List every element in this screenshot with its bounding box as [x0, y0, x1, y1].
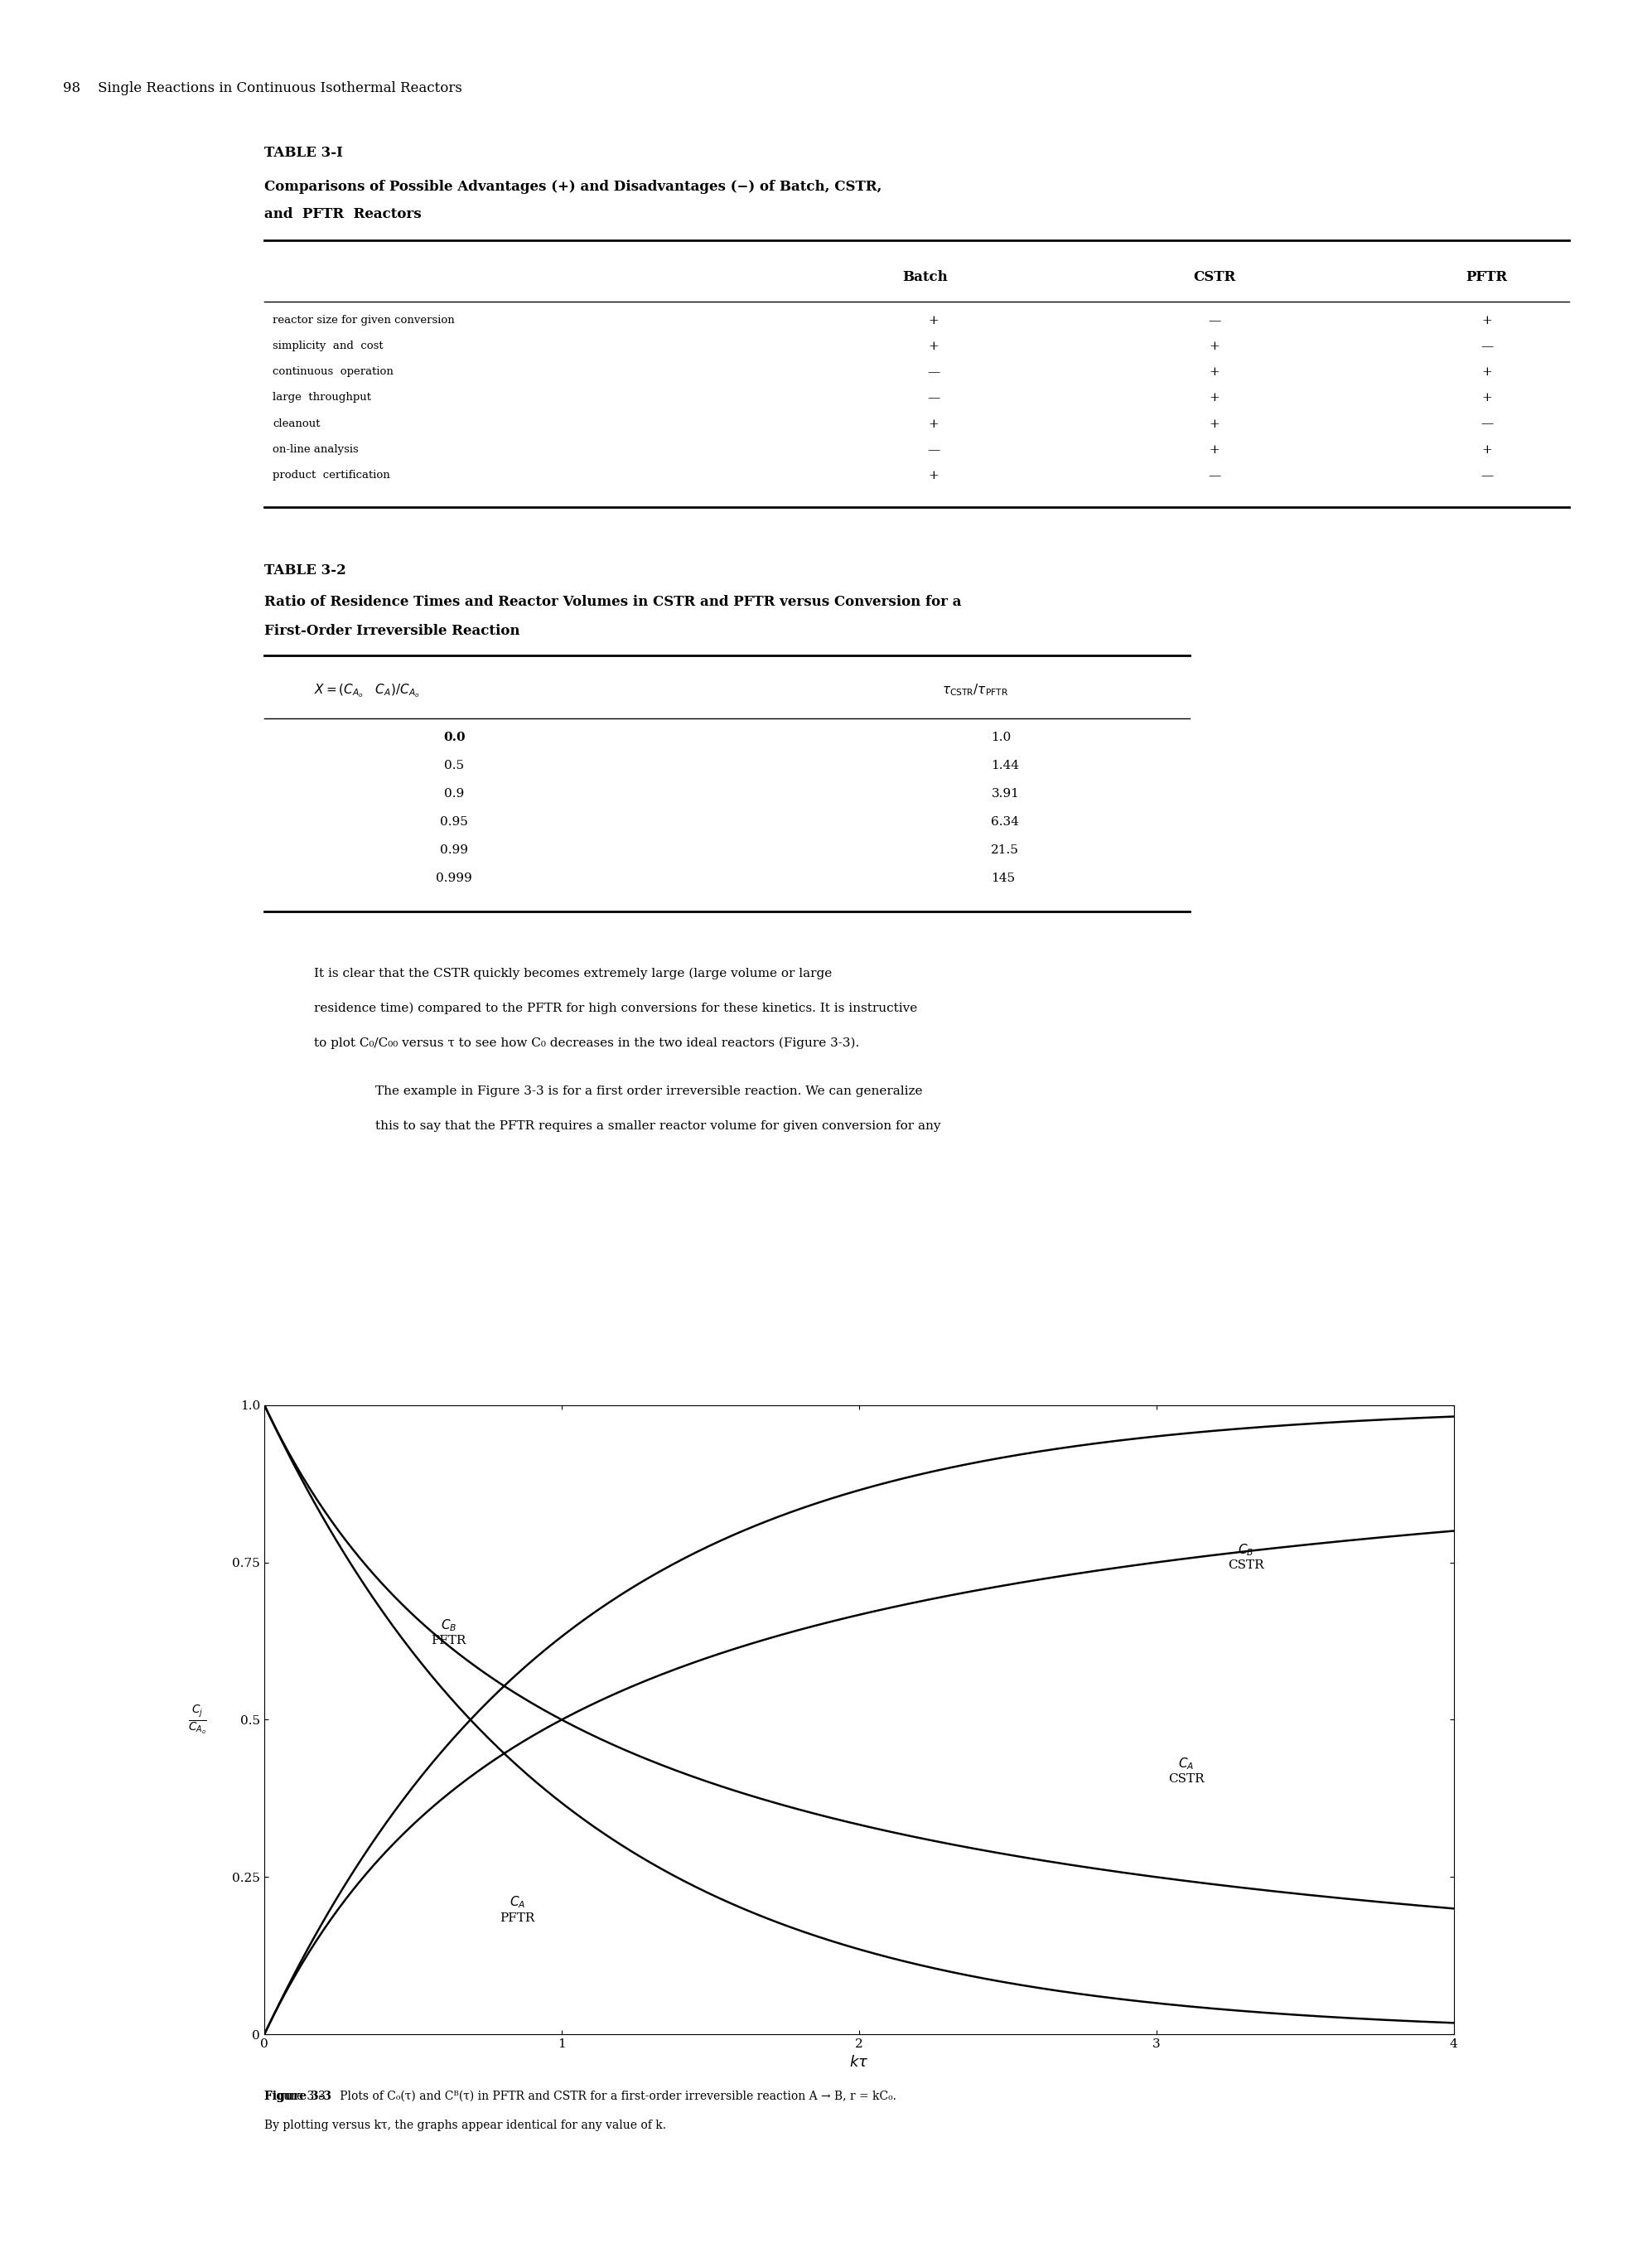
Text: +: + [928, 315, 938, 326]
Text: residence time) compared to the PFTR for high conversions for these kinetics. It: residence time) compared to the PFTR for… [314, 1003, 917, 1014]
Text: 3.91: 3.91 [991, 789, 1019, 800]
Text: —: — [1208, 315, 1221, 326]
Text: to plot C₀/C₀₀ versus τ to see how C₀ decreases in the two ideal reactors (Figur: to plot C₀/C₀₀ versus τ to see how C₀ de… [314, 1039, 859, 1050]
Text: +: + [1482, 366, 1492, 378]
Text: +: + [1209, 391, 1219, 405]
Text: large  throughput: large throughput [273, 391, 372, 402]
Text: this to say that the PFTR requires a smaller reactor volume for given conversion: this to say that the PFTR requires a sma… [375, 1122, 940, 1133]
Text: 98    Single Reactions in Continuous Isothermal Reactors: 98 Single Reactions in Continuous Isothe… [63, 81, 463, 94]
Text: simplicity  and  cost: simplicity and cost [273, 339, 383, 351]
Text: +: + [1482, 391, 1492, 405]
Text: product  certification: product certification [273, 470, 390, 481]
Text: $X = (C_{A_o}\ \ \ C_A)/C_{A_o}$: $X = (C_{A_o}\ \ \ C_A)/C_{A_o}$ [314, 683, 420, 699]
Text: 0.0: 0.0 [443, 733, 466, 744]
Text: 0.99: 0.99 [439, 845, 469, 856]
X-axis label: $k\tau$: $k\tau$ [849, 2055, 869, 2070]
Text: —: — [927, 391, 940, 405]
Text: +: + [1209, 418, 1219, 429]
Text: +: + [928, 418, 938, 429]
Text: +: + [1209, 339, 1219, 353]
Text: Comparisons of Possible Advantages (+) and Disadvantages (−) of Batch, CSTR,: Comparisons of Possible Advantages (+) a… [264, 180, 882, 193]
Text: $C_A$
CSTR: $C_A$ CSTR [1168, 1756, 1204, 1785]
Text: +: + [1209, 445, 1219, 456]
Text: 6.34: 6.34 [991, 816, 1019, 827]
Text: 21.5: 21.5 [991, 845, 1019, 856]
Text: +: + [1482, 445, 1492, 456]
Text: 0.999: 0.999 [436, 872, 472, 883]
Text: —: — [927, 445, 940, 456]
Text: +: + [1482, 315, 1492, 326]
Text: —: — [1480, 418, 1493, 429]
Text: TABLE 3-I: TABLE 3-I [264, 146, 344, 160]
Text: Ratio of Residence Times and Reactor Volumes in CSTR and PFTR versus Conversion : Ratio of Residence Times and Reactor Vol… [264, 596, 961, 609]
Text: CSTR: CSTR [1193, 270, 1236, 283]
Text: +: + [1209, 366, 1219, 378]
Text: It is clear that the CSTR quickly becomes extremely large (large volume or large: It is clear that the CSTR quickly become… [314, 969, 833, 980]
Text: $C_A$
PFTR: $C_A$ PFTR [499, 1895, 535, 1924]
Text: 1.0: 1.0 [991, 733, 1011, 744]
Text: $C_B$
CSTR: $C_B$ CSTR [1227, 1542, 1264, 1571]
Text: TABLE 3-2: TABLE 3-2 [264, 564, 347, 578]
Text: +: + [928, 470, 938, 481]
Text: —: — [927, 366, 940, 378]
Text: Figure 3-3: Figure 3-3 [264, 2091, 332, 2102]
Text: Figure 3-3    Plots of C₀(τ) and Cᴮ(τ) in PFTR and CSTR for a first-order irreve: Figure 3-3 Plots of C₀(τ) and Cᴮ(τ) in P… [264, 2091, 897, 2102]
Text: cleanout: cleanout [273, 418, 320, 429]
Text: PFTR: PFTR [1465, 270, 1508, 283]
Text: 1.44: 1.44 [991, 760, 1019, 771]
Text: $C_B$
PFTR: $C_B$ PFTR [431, 1619, 466, 1648]
Text: First-Order Irreversible Reaction: First-Order Irreversible Reaction [264, 625, 520, 638]
Text: +: + [928, 339, 938, 353]
Text: reactor size for given conversion: reactor size for given conversion [273, 315, 454, 326]
Text: 0.9: 0.9 [444, 789, 464, 800]
Text: —: — [1480, 339, 1493, 353]
Text: continuous  operation: continuous operation [273, 366, 393, 378]
Text: The example in Figure 3-3 is for a first order irreversible reaction. We can gen: The example in Figure 3-3 is for a first… [375, 1086, 922, 1097]
Text: Batch: Batch [902, 270, 948, 283]
Y-axis label: $\frac{C_j}{C_{A_o}}$: $\frac{C_j}{C_{A_o}}$ [188, 1704, 206, 1735]
Text: 145: 145 [991, 872, 1016, 883]
Text: —: — [1208, 470, 1221, 481]
Text: By plotting versus kτ, the graphs appear identical for any value of k.: By plotting versus kτ, the graphs appear… [264, 2120, 666, 2131]
Text: $\tau_{\rm CSTR}/\tau_{\rm PFTR}$: $\tau_{\rm CSTR}/\tau_{\rm PFTR}$ [942, 683, 1008, 697]
Text: on-line analysis: on-line analysis [273, 445, 358, 454]
Text: and  PFTR  Reactors: and PFTR Reactors [264, 207, 421, 220]
Text: —: — [1480, 470, 1493, 481]
Text: 0.95: 0.95 [441, 816, 468, 827]
Text: 0.5: 0.5 [444, 760, 464, 771]
